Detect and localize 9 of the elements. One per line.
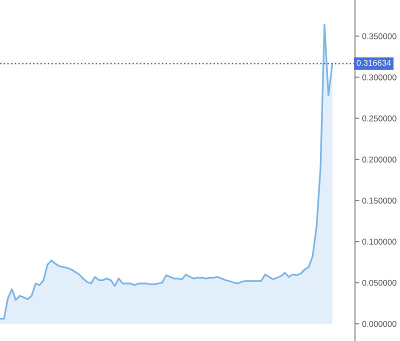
y-tick-label: 0.150000 [362, 198, 396, 204]
y-tick-label: 0.300000 [362, 74, 396, 80]
y-tick-label: 0.250000 [362, 116, 396, 122]
ref-line-label: 0.316634 [356, 60, 391, 66]
y-tick-label: 0.050000 [362, 280, 396, 286]
y-tick-label: 0.350000 [362, 33, 396, 40]
y-tick-label: 0.100000 [362, 238, 396, 245]
y-tick-label: 0.000000 [362, 320, 396, 327]
y-tick-label: 0.200000 [362, 156, 396, 163]
